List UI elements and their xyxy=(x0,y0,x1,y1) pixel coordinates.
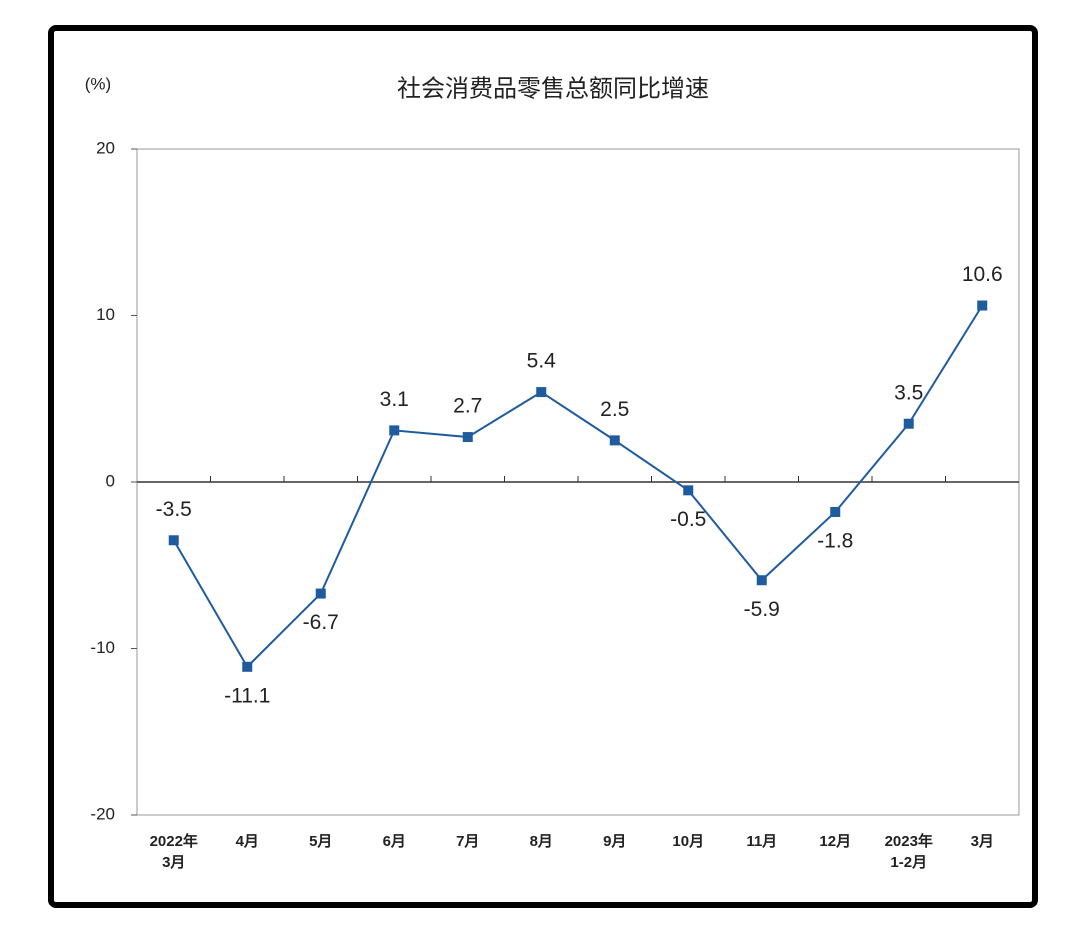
data-label: -5.9 xyxy=(744,598,780,621)
y-unit-label: (%) xyxy=(85,74,111,93)
marker xyxy=(462,432,473,443)
marker xyxy=(609,435,620,446)
data-label: -6.7 xyxy=(303,611,339,634)
x-tick-label: 9月 xyxy=(603,833,627,850)
data-label: 2.5 xyxy=(600,398,629,421)
x-tick-label: 11月 xyxy=(746,833,778,850)
marker xyxy=(389,425,400,436)
marker xyxy=(977,300,988,311)
x-tick-label: 8月 xyxy=(529,833,553,850)
marker xyxy=(242,661,253,672)
data-label: 3.5 xyxy=(894,381,923,404)
y-tick-label: 10 xyxy=(96,305,115,324)
y-tick-label: 0 xyxy=(106,471,115,490)
data-label: 2.7 xyxy=(453,395,482,418)
frame xyxy=(48,25,1038,908)
y-tick-label: -10 xyxy=(90,638,115,657)
x-tick-label: 4月 xyxy=(235,833,259,850)
data-label: 3.1 xyxy=(380,388,409,411)
y-tick-label: 20 xyxy=(96,138,115,157)
marker xyxy=(756,575,767,586)
y-tick-label: -20 xyxy=(90,804,115,823)
marker xyxy=(830,506,841,517)
line xyxy=(172,304,984,669)
data-label: -0.5 xyxy=(670,508,706,531)
x-tick-label: 5月 xyxy=(309,833,333,850)
x-tick-label: 2023年 1-2月 xyxy=(884,833,933,871)
data-label: -3.5 xyxy=(156,498,192,521)
data-label: -11.1 xyxy=(224,684,270,707)
data-label: 5.4 xyxy=(527,350,557,373)
x-tick-label: 7月 xyxy=(456,833,480,850)
marker xyxy=(168,535,179,546)
x-tick-label: 3月 xyxy=(970,833,994,850)
data-label: 10.6 xyxy=(962,263,1003,286)
marker xyxy=(903,418,914,429)
marker xyxy=(536,387,547,398)
marker xyxy=(683,485,694,496)
x-tick-label: 2022年 3月 xyxy=(149,833,198,871)
x-tick-label: 10月 xyxy=(672,833,705,850)
x-tick-label: 6月 xyxy=(382,833,406,850)
chart-title: 社会消费品零售总额同比增速 xyxy=(397,75,709,102)
x-tick-label: 12月 xyxy=(819,833,852,850)
marker xyxy=(315,588,326,599)
data-label: -1.8 xyxy=(817,530,853,553)
